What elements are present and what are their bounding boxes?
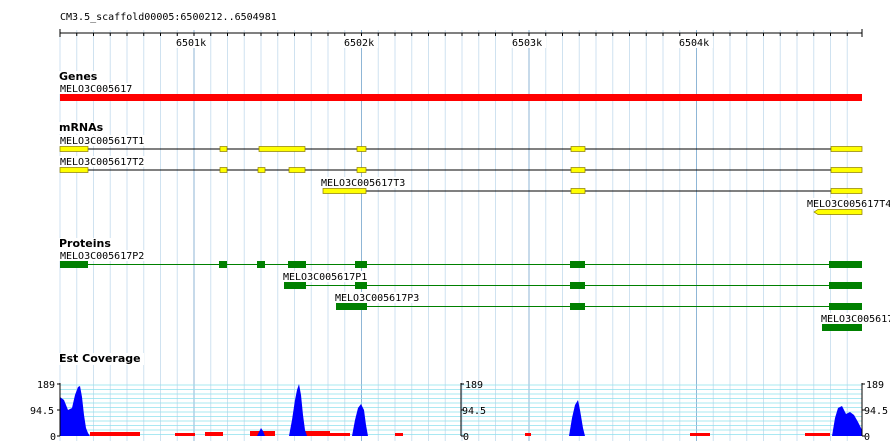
genes-track: Genes MELO3C005617 — [58, 70, 862, 101]
coverage-min-label-right: 0 — [864, 432, 870, 441]
protein-feature-p2[interactable] — [60, 261, 862, 268]
coordinate-ruler: CM3.5_scaffold00005:6500212..6504981 650… — [55, 8, 863, 49]
est-coverage-track: Est Coverage — [30, 352, 888, 441]
gene-feature-MELO3C005617[interactable] — [60, 94, 862, 101]
coverage-max-label-left: 189 — [37, 380, 55, 391]
coverage-mid-label-mid: 94.5 — [462, 406, 486, 417]
mrna-feature-t4[interactable] — [813, 209, 863, 215]
tick-label-6503k: 6503k — [512, 38, 542, 49]
coverage-max-label-right: 189 — [866, 380, 884, 391]
coverage-scale-mid: 189 94.5 0 — [460, 380, 486, 441]
ruler-minor-ticks — [59, 33, 848, 38]
protein-feature-p3[interactable] — [336, 303, 862, 310]
protein-label-p3: MELO3C005617P3 — [335, 293, 419, 304]
mrnas-track-title: mRNAs — [59, 121, 104, 134]
mrna-feature-t2[interactable] — [59, 167, 863, 173]
tick-label-6502k: 6502k — [344, 38, 374, 49]
mrnas-track: mRNAs MELO3C005617T1 MELO3C005617T2 — [58, 121, 890, 215]
mrna-feature-t3[interactable] — [322, 188, 863, 194]
tick-label-6504k: 6504k — [679, 38, 709, 49]
mrna-feature-t1[interactable] — [59, 146, 863, 152]
tick-label-6501k: 6501k — [176, 38, 206, 49]
proteins-track-title: Proteins — [59, 237, 111, 250]
coverage-max-label-mid: 189 — [465, 380, 483, 391]
protein-label-p4: MELO3C005617 — [821, 314, 890, 325]
protein-feature-p4[interactable] — [822, 324, 862, 331]
protein-label-p1: MELO3C005617P1 — [283, 272, 367, 283]
est-coverage-title: Est Coverage — [59, 352, 141, 365]
protein-label-p2: MELO3C005617P2 — [60, 251, 144, 262]
coverage-min-label-left: 0 — [50, 432, 56, 441]
mrna-label-t2: MELO3C005617T2 — [60, 157, 144, 168]
coverage-histogram — [60, 384, 862, 436]
coverage-scale-right: 189 94.5 0 — [861, 380, 888, 441]
genes-track-title: Genes — [59, 70, 98, 83]
coverage-mid-label-left: 94.5 — [30, 406, 54, 417]
mrna-label-t3: MELO3C005617T3 — [321, 178, 405, 189]
coverage-min-label-mid: 0 — [463, 432, 469, 441]
gene-label: MELO3C005617 — [60, 84, 132, 95]
protein-feature-p1[interactable] — [284, 282, 862, 289]
proteins-track: Proteins MELO3C005617P2 MELO3C005617P1 M… — [58, 237, 890, 331]
mrna-label-t4: MELO3C005617T4 — [807, 199, 890, 210]
mrna-label-t1: MELO3C005617T1 — [60, 136, 144, 147]
coverage-mid-label-right: 94.5 — [864, 406, 888, 417]
coverage-scale-left: 189 94.5 0 — [30, 380, 61, 441]
background-grid — [59, 30, 848, 441]
region-label: CM3.5_scaffold00005:6500212..6504981 — [60, 12, 277, 23]
